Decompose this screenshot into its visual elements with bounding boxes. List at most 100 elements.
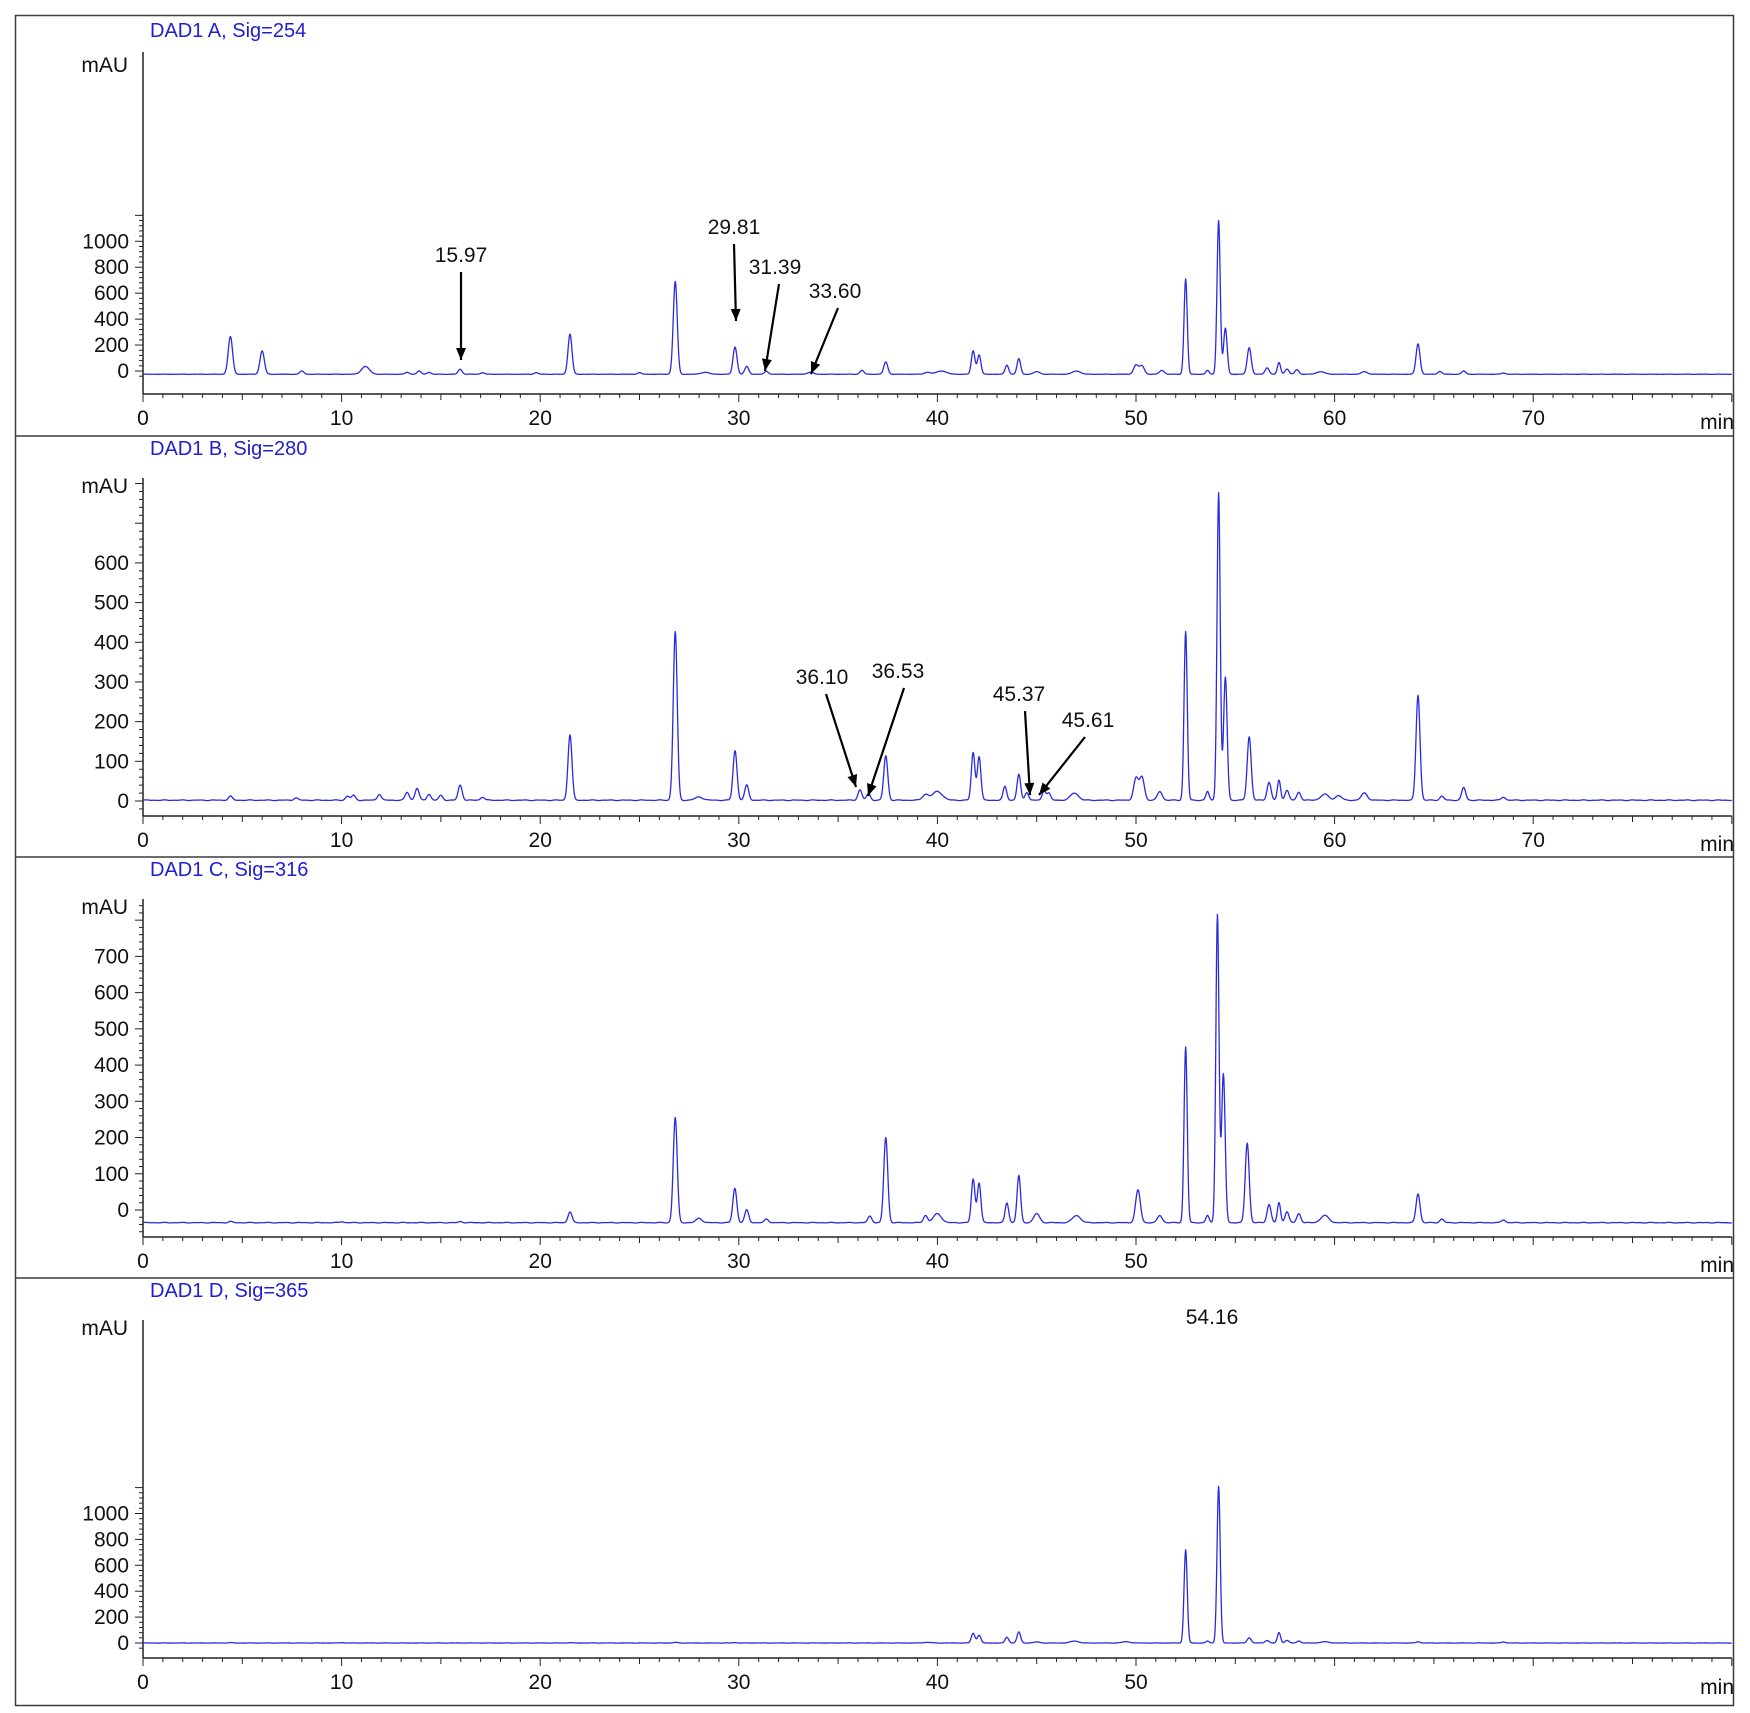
y-tick-label: 700: [94, 945, 129, 968]
annotation-arrow-shaft: [824, 693, 858, 788]
panel-c-ylabel: mAU: [81, 896, 128, 919]
x-tick-label: 20: [529, 1250, 552, 1273]
y-tick-label: 400: [94, 1054, 129, 1077]
y-tick-label: 0: [117, 1199, 129, 1222]
x-tick-label: 20: [529, 829, 552, 852]
panel-a-title: DAD1 A, Sig=254: [150, 20, 306, 42]
panel-b-xlabel: min: [1700, 833, 1734, 856]
y-tick-label: 200: [94, 1127, 129, 1150]
y-tick-label: 1000: [82, 1503, 129, 1526]
y-tick-label: 200: [94, 1606, 129, 1629]
annotation-arrow-head: [761, 358, 772, 371]
x-tick-label: 40: [926, 1250, 949, 1273]
x-tick-label: 50: [1124, 829, 1147, 852]
series-trace: [142, 913, 1733, 1224]
annotation-arrow-head: [1039, 782, 1051, 795]
annotation-arrow-head: [456, 348, 466, 360]
x-tick-label: 70: [1522, 829, 1545, 852]
series-trace: [142, 1485, 1733, 1644]
annotation-label: 45.37: [993, 683, 1046, 706]
x-tick-label: 40: [926, 829, 949, 852]
panel-b-ylabel: mAU: [81, 475, 128, 498]
panel-d-title: DAD1 D, Sig=365: [150, 1280, 308, 1302]
series-trace: [142, 492, 1733, 802]
panel-b-title: DAD1 B, Sig=280: [150, 438, 307, 460]
x-tick-label: 70: [1522, 407, 1545, 430]
annotation-label: 29.81: [708, 216, 761, 239]
y-tick-label: 500: [94, 592, 129, 615]
annotation-label: 45.61: [1062, 709, 1115, 732]
y-tick-label: 600: [94, 552, 129, 575]
annotation-label: 33.60: [809, 280, 862, 303]
x-tick-label: 50: [1124, 407, 1147, 430]
x-tick-label: 60: [1323, 829, 1346, 852]
y-tick-label: 300: [94, 1090, 129, 1113]
annotation-arrow-shaft: [1038, 736, 1086, 796]
series-trace: [142, 219, 1733, 376]
annotation-label: 54.16: [1186, 1306, 1239, 1329]
x-tick-label: 30: [727, 407, 750, 430]
y-tick-label: 200: [94, 334, 129, 357]
annotation-arrow-shaft: [732, 243, 738, 322]
annotation-arrow-head: [867, 783, 877, 796]
x-tick-label: 40: [926, 1671, 949, 1694]
x-tick-label: 0: [137, 1671, 149, 1694]
panel-a: DAD1 A, Sig=254 mAU min 0 10 20 30 40 50 60 70 0…: [81, 20, 1734, 434]
annotation-arrow-shaft: [1023, 710, 1032, 796]
y-tick-label: 400: [94, 1580, 129, 1603]
y-tick-label: 400: [94, 631, 129, 654]
y-tick-label: 600: [94, 1554, 129, 1577]
panel-b: DAD1 B, Sig=280 mAU min 0 10 20 30 40 50 60 70 0…: [81, 438, 1734, 856]
annotation-arrow-head: [810, 361, 821, 374]
panel-c: DAD1 C, Sig=316 mAU min 0 10 20 30 40 5001002…: [81, 859, 1734, 1277]
y-tick-label: 200: [94, 711, 129, 734]
x-tick-label: 0: [137, 1250, 149, 1273]
annotation-label: 15.97: [435, 244, 488, 267]
panel-d: DAD1 D, Sig=365 mAU min 0 10 20 30 40 50 0 200 4…: [81, 1280, 1734, 1699]
y-tick-label: 600: [94, 982, 129, 1005]
y-tick-label: 100: [94, 1163, 129, 1186]
y-tick-label: 300: [94, 671, 129, 694]
x-tick-label: 0: [137, 829, 149, 852]
y-tick-label: 800: [94, 1528, 129, 1551]
x-tick-label: 30: [727, 1671, 750, 1694]
x-tick-label: 60: [1323, 407, 1346, 430]
x-tick-label: 30: [727, 1250, 750, 1273]
annotation-arrow-shaft: [866, 687, 906, 797]
panel-a-ylabel: mAU: [81, 54, 128, 77]
panel-c-xlabel: min: [1700, 1254, 1734, 1277]
figure-border: [14, 14, 1735, 1707]
annotation-arrow-shaft: [763, 283, 781, 372]
y-tick-label: 0: [117, 790, 129, 813]
y-tick-label: 1000: [82, 230, 129, 253]
y-tick-label: 100: [94, 750, 129, 773]
y-tick-label: 400: [94, 308, 129, 331]
x-tick-label: 40: [926, 407, 949, 430]
panel-d-ylabel: mAU: [81, 1317, 128, 1340]
panel-d-xlabel: min: [1700, 1676, 1734, 1699]
x-tick-label: 10: [330, 1250, 353, 1273]
panel-c-title: DAD1 C, Sig=316: [150, 859, 308, 881]
x-tick-label: 20: [529, 1671, 552, 1694]
x-tick-label: 20: [529, 407, 552, 430]
x-tick-label: 10: [330, 1671, 353, 1694]
annotation-arrow-head: [1024, 782, 1035, 795]
y-tick-label: 500: [94, 1018, 129, 1041]
x-tick-label: 50: [1124, 1250, 1147, 1273]
annotation-arrow-head: [730, 308, 741, 321]
annotation-label: 36.10: [796, 666, 849, 689]
y-tick-label: 0: [117, 360, 129, 383]
x-tick-label: 0: [137, 407, 149, 430]
x-tick-label: 50: [1124, 1671, 1147, 1694]
y-tick-label: 0: [117, 1632, 129, 1655]
y-tick-label: 800: [94, 256, 129, 279]
panel-a-xlabel: min: [1700, 411, 1734, 434]
annotation-arrow-head: [847, 774, 858, 787]
x-tick-label: 10: [330, 829, 353, 852]
annotation-label: 31.39: [749, 256, 802, 279]
x-tick-label: 10: [330, 407, 353, 430]
x-tick-label: 30: [727, 829, 750, 852]
annotation-label: 36.53: [872, 660, 925, 683]
y-tick-label: 600: [94, 282, 129, 305]
